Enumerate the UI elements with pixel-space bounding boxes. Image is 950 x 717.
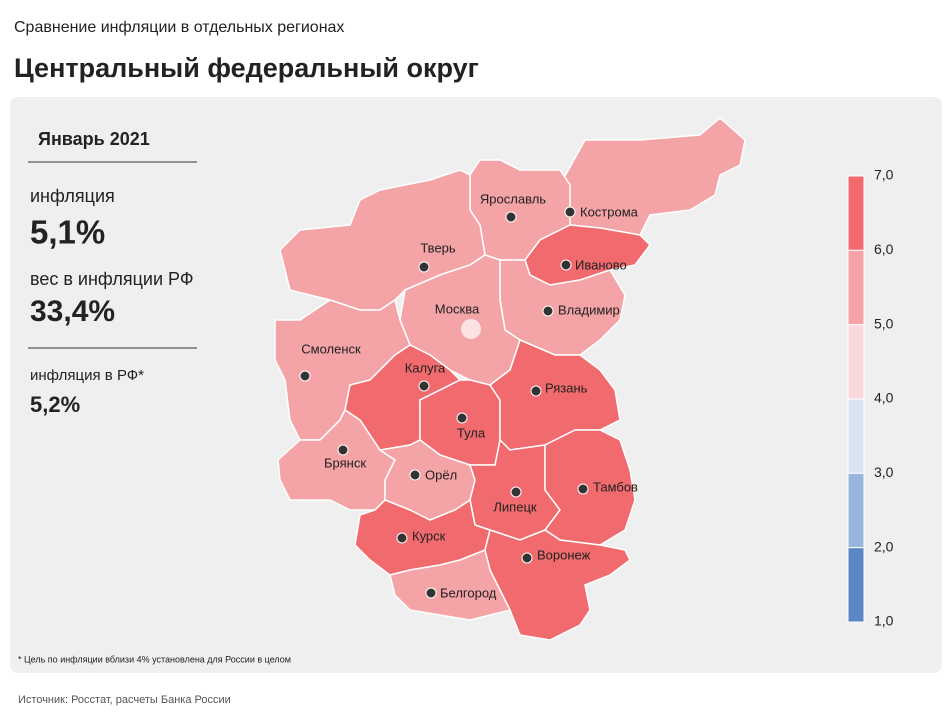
region-label: Владимир bbox=[558, 302, 620, 317]
city-dot bbox=[564, 206, 576, 218]
city-dot bbox=[510, 486, 522, 498]
city-dot bbox=[521, 552, 533, 564]
legend-swatch bbox=[847, 547, 865, 623]
legend-tick: 6,0 bbox=[874, 241, 894, 257]
region-label: Липецк bbox=[493, 499, 537, 514]
city-dot bbox=[560, 259, 572, 271]
region-label: Кострома bbox=[580, 204, 639, 219]
region-label: Иваново bbox=[575, 257, 627, 272]
region-label: Тамбов bbox=[593, 479, 638, 494]
city-dot bbox=[425, 587, 437, 599]
period: Январь 2021 bbox=[38, 129, 150, 149]
weight-value: 33,4% bbox=[30, 295, 115, 328]
subtitle: Сравнение инфляции в отдельных регионах bbox=[14, 19, 344, 36]
legend-swatch bbox=[847, 175, 865, 251]
region-label: Брянск bbox=[324, 455, 366, 470]
region-label: Орёл bbox=[425, 467, 457, 482]
weight-label: вес в инфляции РФ bbox=[30, 269, 194, 289]
inflation-value: 5,1% bbox=[30, 214, 105, 251]
region-label: Калуга bbox=[405, 360, 446, 375]
region bbox=[389, 548, 512, 621]
region-label: Москва bbox=[435, 301, 480, 316]
title: Центральный федеральный округ bbox=[14, 53, 479, 83]
region-label: Тула bbox=[457, 425, 486, 440]
legend-tick: 2,0 bbox=[874, 538, 894, 554]
city-dot bbox=[505, 211, 517, 223]
region-label: Воронеж bbox=[537, 547, 591, 562]
city-dot bbox=[542, 305, 554, 317]
region-label: Смоленск bbox=[301, 341, 361, 356]
city-dot bbox=[456, 412, 468, 424]
city-dot bbox=[418, 380, 430, 392]
rf-label: инфляция в РФ* bbox=[30, 367, 144, 384]
rf-value: 5,2% bbox=[30, 392, 80, 417]
legend-tick: 3,0 bbox=[874, 464, 894, 480]
legend-swatch bbox=[847, 398, 865, 474]
capital-marker bbox=[461, 319, 481, 339]
inflation-label: инфляция bbox=[30, 186, 115, 206]
city-dot bbox=[337, 444, 349, 456]
region bbox=[543, 429, 636, 546]
footnote: * Цель по инфляции вблизи 4% установлена… bbox=[18, 654, 291, 664]
legend: 7,0 6,0 5,0 4,0 3,0 2,0 1,0 bbox=[847, 167, 894, 629]
city-dot bbox=[409, 469, 421, 481]
region-label: Белгород bbox=[440, 585, 497, 600]
region-label: Курск bbox=[412, 528, 446, 543]
city-dot bbox=[530, 385, 542, 397]
city-dot bbox=[418, 261, 430, 273]
legend-tick: 1,0 bbox=[874, 613, 894, 629]
legend-swatch bbox=[847, 249, 865, 326]
source: Источник: Росстат, расчеты Банка России bbox=[18, 694, 231, 706]
city-dot bbox=[577, 483, 589, 495]
region-label: Тверь bbox=[420, 240, 456, 255]
legend-tick: 7,0 bbox=[874, 167, 894, 183]
region-label: Ярославль bbox=[480, 191, 546, 206]
map bbox=[274, 117, 746, 641]
city-dot bbox=[396, 532, 408, 544]
map-labels: Кострома Ярославль Тверь Иваново Владимир Мос… bbox=[299, 191, 639, 600]
city-dot bbox=[299, 370, 311, 382]
region-label: Рязань bbox=[545, 380, 588, 395]
legend-tick: 4,0 bbox=[874, 390, 894, 406]
legend-tick: 5,0 bbox=[874, 315, 894, 331]
legend-swatch bbox=[847, 472, 865, 549]
legend-swatch bbox=[847, 324, 865, 400]
